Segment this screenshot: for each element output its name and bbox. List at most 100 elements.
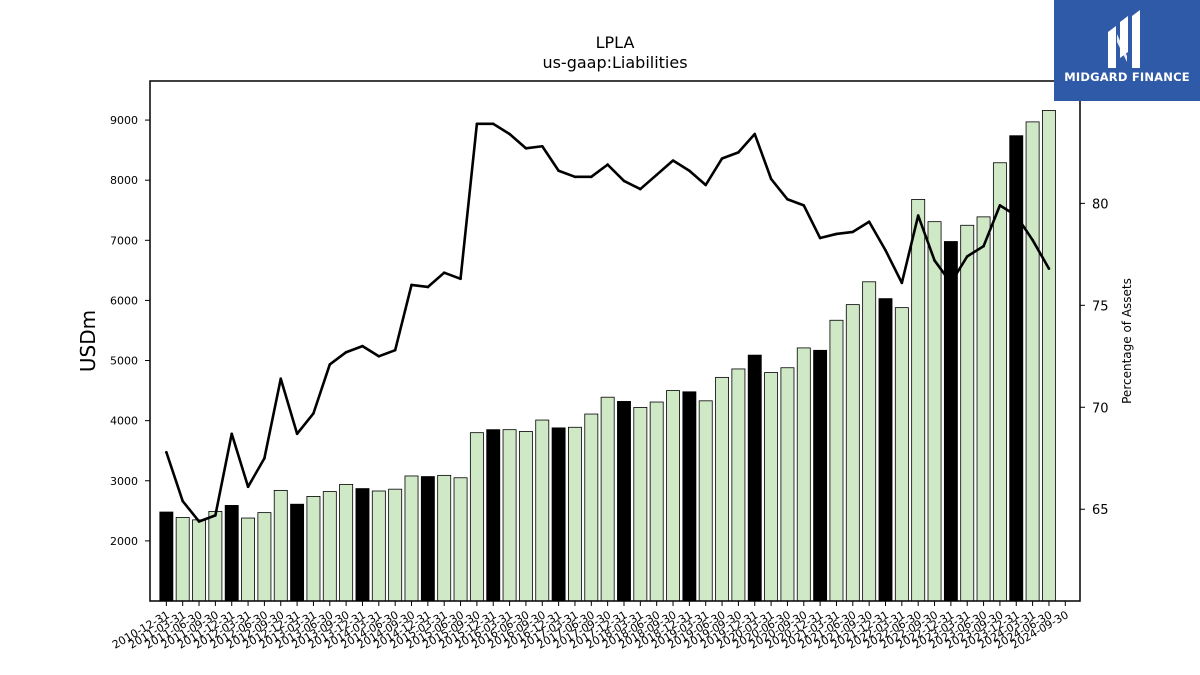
chart-subtitle: us-gaap:Liabilities: [542, 53, 687, 72]
line-point-2018-06-30: [655, 173, 658, 177]
y-tick-label: 9000: [110, 114, 138, 127]
line-point-2021-09-30: [867, 220, 871, 224]
line-point-2023-09-30: [998, 204, 1002, 207]
line-point-2023-03-31: [965, 255, 969, 258]
y-tick-label: 5000: [110, 355, 138, 368]
bar-2012-03-31: [241, 517, 256, 602]
bar-2024-06-30: [1042, 110, 1056, 602]
bar-2011-09-30: [208, 511, 223, 602]
bar-2013-12-31: [355, 488, 370, 602]
line-point-2015-06-30: [459, 277, 462, 281]
y-tick-label: 3000: [110, 475, 138, 488]
line-point-2020-12-31: [818, 236, 822, 240]
line-point-2021-06-30: [851, 230, 855, 234]
bar-2012-06-30: [257, 512, 272, 602]
plot-frame: [149, 80, 1081, 602]
line-point-2017-03-31: [573, 175, 577, 179]
y-tick-label: 6000: [110, 294, 138, 307]
bar-2018-12-31: [682, 391, 697, 602]
bar-2015-12-31: [486, 429, 501, 602]
line-point-2016-09-30: [540, 144, 544, 148]
line-point-2018-03-31: [639, 187, 642, 191]
chart-title: LPLA: [596, 33, 635, 52]
bar-2022-12-31: [943, 241, 958, 602]
line-point-2012-12-31: [295, 432, 299, 436]
bar-2022-03-31: [894, 307, 909, 602]
bar-2011-12-31: [224, 505, 239, 602]
line-point-2022-12-31: [949, 281, 953, 285]
line-point-2021-12-31: [884, 248, 887, 252]
bar-2021-03-31: [829, 319, 844, 602]
y-tick-label: 8000: [110, 174, 138, 187]
bar-2020-03-31: [764, 372, 779, 602]
bar-2014-09-30: [404, 475, 419, 602]
y-tick-label: 2000: [110, 535, 138, 548]
line-point-2019-03-31: [704, 183, 708, 187]
midgard-m-logo-icon: [1108, 10, 1140, 68]
brand-logo: MIDGARD FINANCE: [1054, 0, 1200, 101]
line-point-2013-06-30: [328, 363, 332, 366]
line-point-2014-06-30: [393, 348, 397, 352]
bar-2023-09-30: [992, 162, 1007, 602]
y2-tick-label: 70: [1092, 401, 1109, 416]
line-point-2022-06-30: [916, 214, 920, 217]
line-point-2012-06-30: [263, 456, 266, 460]
line-point-2016-06-30: [524, 146, 528, 150]
bar-2014-12-31: [420, 476, 435, 602]
line-point-2020-06-30: [786, 197, 789, 201]
y2-tick-label: 80: [1092, 197, 1109, 212]
line-point-2017-12-31: [622, 179, 626, 183]
y2-tick-label: 75: [1092, 299, 1109, 314]
bar-2011-03-31: [175, 517, 190, 602]
bar-2023-12-31: [1009, 135, 1024, 602]
line-point-2014-03-31: [377, 354, 381, 358]
bar-2010-12-31: [159, 511, 174, 602]
bar-2012-12-31: [290, 503, 305, 602]
left-axis: 2000 3000 4000 5000 6000 7000 8000 9000: [110, 114, 150, 548]
bar-2019-03-31: [698, 400, 713, 602]
bar-2017-09-30: [600, 396, 615, 602]
bar-2013-09-30: [339, 483, 354, 602]
line-point-2014-09-30: [410, 283, 413, 287]
bar-2021-12-31: [878, 298, 893, 602]
line-point-2020-09-30: [802, 204, 806, 207]
line-point-2015-09-30: [475, 122, 479, 126]
right-axis: 65 70 75 80: [1080, 197, 1109, 518]
y2-tick-label: 65: [1092, 503, 1109, 518]
bar-2017-12-31: [617, 401, 631, 602]
line-point-2017-09-30: [606, 163, 609, 166]
line-point-2010-12-31: [165, 450, 168, 454]
bar-2018-06-30: [649, 401, 664, 602]
bar-2012-09-30: [273, 489, 288, 602]
line-point-2018-12-31: [688, 169, 691, 173]
bar-2024-03-31: [1025, 121, 1040, 602]
bar-2015-03-31: [437, 474, 452, 602]
y2-axis-label: Percentage of Assets: [1120, 278, 1134, 404]
line-point-2012-09-30: [279, 377, 283, 381]
y-tick-label: 7000: [110, 234, 138, 247]
line-point-2020-03-31: [769, 177, 773, 181]
bar-2020-06-30: [780, 367, 795, 602]
line-point-2014-12-31: [426, 285, 430, 289]
bar-2020-09-30: [796, 347, 811, 602]
bar-2016-09-30: [535, 419, 550, 602]
bar-2015-06-30: [453, 477, 468, 602]
line-point-2019-12-31: [753, 132, 757, 136]
line-point-2023-12-31: [1014, 214, 1018, 217]
bar-2019-06-30: [715, 376, 730, 602]
line-point-2019-06-30: [720, 157, 724, 160]
line-point-2016-12-31: [557, 169, 560, 173]
bar-2021-06-30: [845, 304, 860, 602]
brand-name: MIDGARD FINANCE: [1064, 70, 1190, 84]
y-tick-label: 4000: [110, 415, 138, 428]
line-point-2022-09-30: [933, 259, 936, 262]
line-point-2024-03-31: [1031, 238, 1034, 242]
bar-2018-09-30: [666, 390, 680, 602]
bar-2014-06-30: [388, 488, 403, 602]
y-axis-label: USDm: [76, 310, 100, 372]
bar-2022-06-30: [911, 199, 926, 602]
bar-2016-03-31: [502, 429, 517, 602]
bar-2013-06-30: [322, 491, 337, 602]
line-point-2013-09-30: [344, 350, 348, 354]
